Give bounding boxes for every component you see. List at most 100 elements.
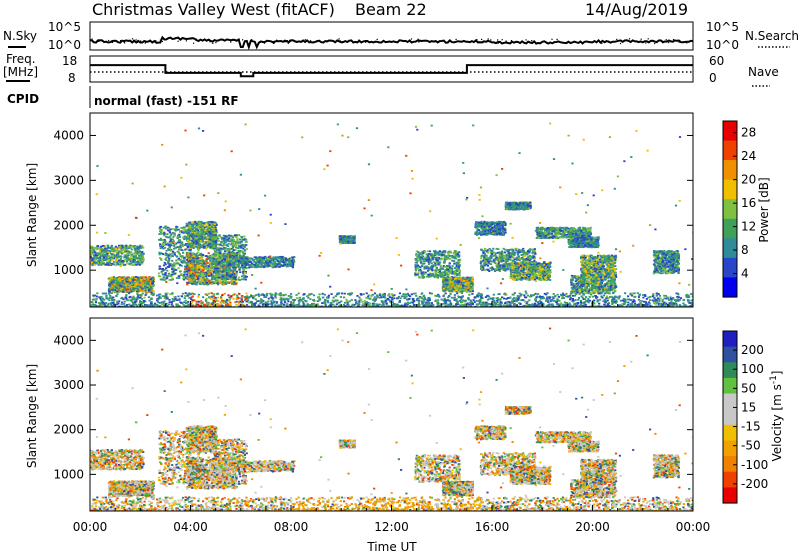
power-cell bbox=[194, 223, 197, 226]
power-cell bbox=[441, 254, 444, 256]
power-cell bbox=[213, 229, 216, 232]
power-cell bbox=[123, 290, 126, 293]
power-cell bbox=[206, 226, 209, 229]
power-cell bbox=[132, 259, 135, 262]
power-cell bbox=[226, 258, 229, 260]
power-cell bbox=[193, 230, 197, 232]
power-cell bbox=[140, 246, 143, 249]
power-cell bbox=[120, 284, 123, 287]
power-cell bbox=[123, 286, 126, 288]
power-cell bbox=[194, 256, 197, 258]
power-cell bbox=[271, 266, 275, 269]
power-cell bbox=[100, 245, 103, 248]
power-cell bbox=[144, 285, 147, 288]
nsearch-dot bbox=[678, 39, 680, 41]
power-cell bbox=[120, 287, 123, 290]
power-cell bbox=[109, 259, 112, 262]
power-cell bbox=[204, 236, 207, 239]
power-cell bbox=[103, 253, 106, 256]
power-cell bbox=[453, 262, 456, 265]
power-cell bbox=[235, 270, 239, 273]
power-cell bbox=[231, 241, 234, 244]
power-cell bbox=[134, 251, 137, 254]
power-cell bbox=[192, 234, 195, 237]
power-cell bbox=[115, 279, 118, 281]
power-cell bbox=[148, 289, 151, 291]
power-cell bbox=[203, 225, 206, 227]
power-cell bbox=[231, 282, 234, 285]
power-cell bbox=[127, 281, 130, 284]
power-cell bbox=[124, 259, 127, 262]
power-cell bbox=[136, 276, 140, 279]
power-cell bbox=[96, 257, 99, 259]
power-cell bbox=[447, 252, 450, 255]
power-cell bbox=[108, 283, 112, 286]
power-cell bbox=[242, 256, 246, 259]
power-cell bbox=[216, 272, 219, 275]
power-cell bbox=[207, 238, 210, 241]
power-cell bbox=[195, 243, 198, 245]
nsearch-dot bbox=[546, 42, 548, 44]
power-cell bbox=[97, 260, 100, 262]
power-cell bbox=[425, 265, 428, 268]
noise-tick-1e0: 10^0 bbox=[48, 38, 81, 52]
power-cell bbox=[186, 282, 189, 284]
power-cell bbox=[232, 283, 235, 285]
power-cell bbox=[163, 238, 166, 241]
power-cell bbox=[231, 236, 235, 239]
power-cell bbox=[290, 258, 293, 260]
power-cell bbox=[93, 258, 96, 261]
power-cell bbox=[222, 283, 225, 286]
power-cell bbox=[202, 222, 205, 225]
power-cell bbox=[180, 226, 183, 229]
power-cell bbox=[103, 258, 107, 261]
power-cell bbox=[235, 254, 238, 257]
power-cell bbox=[243, 268, 246, 271]
nsearch-dot bbox=[232, 39, 234, 41]
power-cell bbox=[227, 269, 230, 272]
nsearch-dot bbox=[497, 42, 499, 44]
power-cell bbox=[226, 268, 229, 271]
power-cell bbox=[208, 282, 212, 285]
power-cell bbox=[186, 276, 189, 279]
power-cell bbox=[134, 245, 137, 248]
freq-label-line2: [MHz] bbox=[3, 65, 38, 79]
power-cell bbox=[446, 258, 449, 261]
nsearch-dot bbox=[435, 40, 437, 42]
power-cell bbox=[192, 268, 195, 270]
power-cell bbox=[109, 288, 112, 291]
power-cell bbox=[209, 280, 212, 282]
power-cell bbox=[142, 276, 145, 278]
power-cell bbox=[216, 269, 219, 272]
power-cell bbox=[209, 266, 213, 269]
power-cell bbox=[438, 250, 441, 253]
power-cell bbox=[130, 248, 133, 251]
power-cell bbox=[269, 260, 272, 263]
nsearch-dot bbox=[108, 39, 110, 42]
power-cell bbox=[204, 282, 207, 285]
power-cell bbox=[440, 258, 443, 261]
power-cell bbox=[183, 231, 186, 234]
power-cell bbox=[444, 266, 447, 268]
power-cell bbox=[183, 257, 186, 259]
power-cell bbox=[193, 235, 196, 238]
power-cell bbox=[208, 231, 211, 233]
power-cell bbox=[144, 289, 147, 292]
power-cell bbox=[197, 280, 200, 283]
power-cell bbox=[189, 267, 192, 270]
power-cell bbox=[90, 250, 93, 252]
power-cell bbox=[126, 280, 129, 283]
power-cell bbox=[95, 262, 98, 264]
power-cell bbox=[125, 291, 128, 293]
power-cell bbox=[206, 283, 209, 286]
power-cell bbox=[191, 234, 194, 237]
power-cell bbox=[453, 270, 456, 272]
power-cell bbox=[93, 247, 96, 250]
power-cell bbox=[91, 259, 94, 262]
power-cell bbox=[159, 275, 162, 278]
power-cell bbox=[137, 261, 140, 263]
power-cell bbox=[258, 262, 261, 265]
power-cell bbox=[140, 276, 143, 279]
power-cell bbox=[129, 279, 132, 282]
power-cell bbox=[245, 248, 248, 250]
